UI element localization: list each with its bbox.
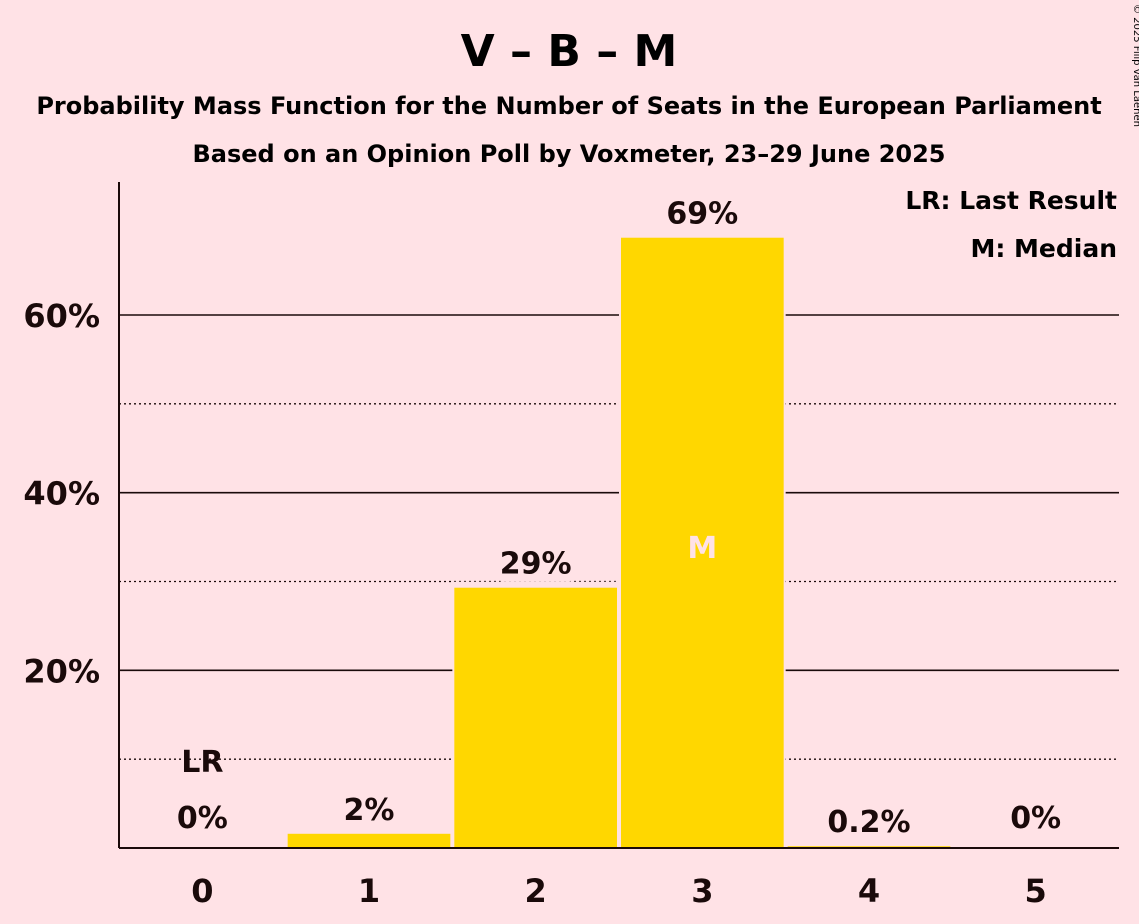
legend-last-result: LR: Last Result (905, 186, 1117, 215)
x-tick-3: 3 (691, 872, 713, 910)
label-backdrop (825, 802, 913, 841)
axes: 0 1 2 3 4 5 20% 40% 60% (23, 182, 1119, 910)
x-tick-2: 2 (525, 872, 547, 910)
median-marker: M (687, 531, 717, 566)
value-label-0: 0% (177, 801, 228, 836)
bar-labels: 0% 2% 29% 69% 0.2% 0% LR M (177, 193, 1061, 841)
last-result-marker: LR (181, 745, 223, 780)
chart-subtitle: Probability Mass Function for the Number… (36, 92, 1101, 120)
copyright-note: © 2025 Filip van Laenen (1131, 4, 1139, 127)
value-label-4: 0.2% (827, 805, 910, 840)
value-label-5: 0% (1010, 801, 1061, 836)
chart-subtitle-2: Based on an Opinion Poll by Voxmeter, 23… (193, 140, 946, 168)
value-label-2: 29% (500, 547, 572, 582)
bar-gap (785, 840, 953, 848)
x-tick-0: 0 (191, 872, 213, 910)
value-label-3: 69% (666, 197, 738, 232)
bar-1 (287, 833, 451, 848)
legend-median: M: Median (970, 234, 1117, 263)
x-tick-5: 5 (1025, 872, 1047, 910)
chart-title: V – B – M (461, 26, 678, 77)
bar-3 (621, 237, 784, 849)
x-tick-1: 1 (358, 872, 380, 910)
x-tick-4: 4 (858, 872, 880, 910)
y-tick-60: 60% (23, 297, 100, 335)
label-backdrop (500, 543, 571, 582)
y-tick-40: 40% (23, 475, 100, 513)
value-label-1: 2% (344, 793, 395, 828)
y-tick-20: 20% (23, 652, 100, 690)
bar-2 (454, 587, 617, 848)
bars (285, 231, 953, 849)
label-backdrop (343, 789, 395, 828)
label-backdrop (667, 193, 738, 232)
